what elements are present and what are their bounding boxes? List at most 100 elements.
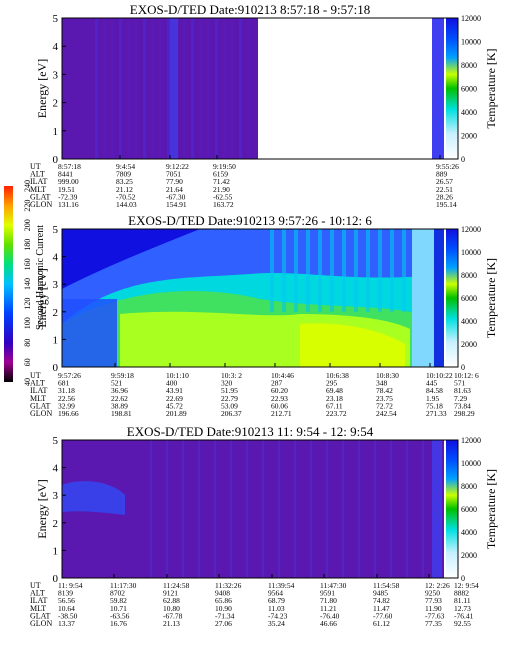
cell-value: 22.56 [58, 394, 75, 403]
cell-value: 27.06 [215, 619, 232, 628]
y-tick-label: 4 [53, 41, 59, 53]
cell-value: 16.76 [110, 619, 127, 628]
cell-value: 69.48 [326, 386, 343, 395]
cell-value: 46.66 [320, 619, 337, 628]
cell-value: 9485 [373, 589, 388, 598]
cell-value: 163.72 [213, 200, 234, 209]
y-tick-label: 2 [53, 307, 59, 319]
y-tick-label: 4 [53, 463, 59, 475]
cell-value: 9:19:50 [213, 162, 236, 171]
contour-stripe [390, 229, 394, 312]
cell-value: 11:17:30 [110, 581, 137, 590]
y2-tick-label: 2000 [461, 132, 477, 141]
cell-value: 23.18 [326, 394, 343, 403]
cell-value: 77.35 [425, 619, 442, 628]
cell-value: 10:12: 6 [454, 371, 479, 380]
cell-value: 11: 9:54 [58, 581, 83, 590]
cell-value: 75.18 [426, 401, 443, 410]
cell-value: 77.93 [425, 596, 442, 605]
y-tick-label: 1 [53, 334, 59, 346]
cell-value: 12: 2:26 [425, 581, 450, 590]
spectrogram-stripe [310, 440, 312, 578]
spectrogram-stripe [95, 18, 98, 159]
spectrogram-stripe [422, 440, 424, 578]
spectrogram-stripe [182, 440, 184, 578]
cell-value: 73.84 [454, 401, 471, 410]
y-tick-label: 2 [53, 98, 59, 110]
cell-value: 154.91 [166, 200, 187, 209]
cell-value: 9:12:22 [166, 162, 189, 171]
cell-value: 11:24:58 [163, 581, 190, 590]
row-label: ALT [30, 589, 45, 598]
cell-value: 84.58 [426, 386, 443, 395]
contour-stripe [378, 229, 382, 312]
cell-value: 889 [436, 170, 448, 179]
cell-value: 11:39:54 [268, 581, 295, 590]
cell-value: 6159 [213, 170, 228, 179]
spectrogram-stripe [358, 440, 360, 578]
spectrogram-stripe [198, 440, 200, 578]
spectrogram-stripe [326, 440, 328, 578]
cell-value: 9:57:26 [58, 371, 81, 380]
cell-value: 81.63 [454, 386, 471, 395]
row-label: GLAT [30, 401, 51, 410]
cell-value: 195.14 [436, 200, 457, 209]
cell-value: 9250 [425, 589, 440, 598]
y2-tick-label: 10000 [461, 38, 481, 47]
cell-value: -77.60 [373, 611, 393, 620]
row-label: ILAT [30, 386, 47, 395]
cell-value: 92.55 [454, 619, 471, 628]
cell-value: -72.39 [58, 192, 78, 201]
cell-value: 22.79 [221, 394, 238, 403]
row-label: GLON [30, 619, 52, 628]
y-tick-label: 4 [53, 252, 59, 264]
y2-tick-label: 8000 [461, 61, 477, 70]
spectrogram-stripe [199, 18, 202, 159]
cell-value: 298.29 [454, 409, 475, 418]
cell-value: 9591 [320, 589, 335, 598]
cell-value: 11.03 [268, 604, 285, 613]
spectrogram-stripe [170, 18, 178, 159]
y2-tick-label: 6000 [461, 294, 477, 303]
cell-value: -63.56 [110, 611, 130, 620]
cell-value: 65.86 [215, 596, 232, 605]
cell-value: 10.71 [110, 604, 127, 613]
cell-value: 22.69 [166, 394, 183, 403]
contour-fill [434, 229, 444, 367]
cell-value: 198.81 [111, 409, 132, 418]
cell-value: 60.20 [271, 386, 288, 395]
cell-value: 81.11 [454, 596, 471, 605]
spectrogram-stripe [278, 440, 280, 578]
y2-axis-label: Temperature [K] [484, 48, 498, 128]
cell-value: 10:1:10 [166, 371, 189, 380]
harmonic-tick-label: 140 [23, 278, 32, 290]
cell-value: 8:57:18 [58, 162, 81, 171]
cell-value: 26.57 [436, 177, 453, 186]
cell-value: 206.37 [221, 409, 242, 418]
row-label: GLON [30, 200, 52, 209]
cell-value: 23.75 [376, 394, 393, 403]
cell-value: 35.24 [268, 619, 285, 628]
cell-value: 13.37 [58, 619, 75, 628]
cell-value: 22.93 [271, 394, 288, 403]
spectrogram-stripe [119, 18, 122, 159]
cell-value: -38.50 [58, 611, 78, 620]
panel-title: EXOS-D/TED Date:910213 8:57:18 - 9:57:18 [130, 2, 370, 17]
cell-value: 242.54 [376, 409, 397, 418]
cell-value: -67.30 [166, 192, 186, 201]
row-label: ALT [30, 379, 45, 388]
cell-value: 62.88 [163, 596, 180, 605]
cell-value: -70.52 [116, 192, 136, 201]
cell-value: 43.91 [166, 386, 183, 395]
contour-fill [62, 229, 444, 324]
cell-value: 287 [271, 379, 283, 388]
cell-value: -71.34 [215, 611, 235, 620]
spectrogram-stripe [151, 18, 154, 159]
y-axis-label: Energy [eV] [35, 59, 49, 118]
cell-value: -74.23 [268, 611, 288, 620]
cell-value: 10:8:30 [376, 371, 399, 380]
cell-value: 53.09 [221, 401, 238, 410]
harmonic-tick-label: 100 [23, 317, 32, 329]
y2-tick-label: 12000 [461, 14, 481, 23]
y2-tick-label: 0 [461, 363, 465, 372]
